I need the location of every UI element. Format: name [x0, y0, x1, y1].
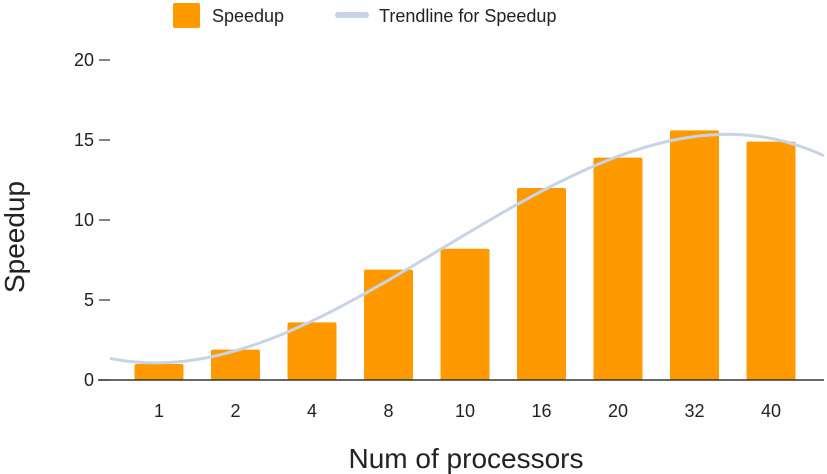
x-tick-label: 10 — [455, 401, 475, 421]
y-tick-label: 10 — [74, 210, 94, 230]
x-tick-label: 1 — [154, 401, 164, 421]
y-tick-label: 0 — [84, 370, 94, 390]
x-tick-label: 2 — [230, 401, 240, 421]
bar-10 — [440, 248, 490, 380]
legend-label-trendline: Trendline for Speedup — [379, 6, 556, 26]
x-tick-label: 8 — [383, 401, 393, 421]
bar-8 — [364, 269, 413, 380]
x-tick-label: 40 — [761, 401, 781, 421]
bar-1 — [134, 364, 184, 380]
x-tick-label: 16 — [531, 401, 551, 421]
legend-label-speedup: Speedup — [212, 6, 284, 26]
y-tick-label: 20 — [74, 50, 94, 70]
x-tick-label: 32 — [684, 401, 704, 421]
x-axis-title: Num of processors — [349, 443, 584, 474]
bar-40 — [746, 141, 796, 380]
y-tick-label: 15 — [74, 130, 94, 150]
legend-item-trendline: Trendline for Speedup — [335, 6, 556, 26]
bar-4 — [287, 322, 337, 380]
legend: Speedup Trendline for Speedup — [173, 3, 556, 28]
legend-swatch-speedup — [173, 3, 200, 28]
trendline — [109, 132, 825, 365]
y-axis-ticks: 0 5 10 15 20 — [74, 50, 110, 390]
y-tick-label: 5 — [84, 290, 94, 310]
legend-item-speedup: Speedup — [173, 3, 284, 28]
bars — [134, 130, 796, 380]
x-axis-ticks: 1 2 4 8 10 16 20 32 40 — [154, 401, 781, 421]
x-tick-label: 4 — [307, 401, 317, 421]
bar-20 — [593, 157, 643, 380]
bar-16 — [517, 188, 566, 380]
y-axis-title: Speedup — [0, 181, 30, 293]
x-tick-label: 20 — [608, 401, 628, 421]
bar-2 — [211, 349, 260, 380]
bar-32 — [670, 130, 719, 380]
